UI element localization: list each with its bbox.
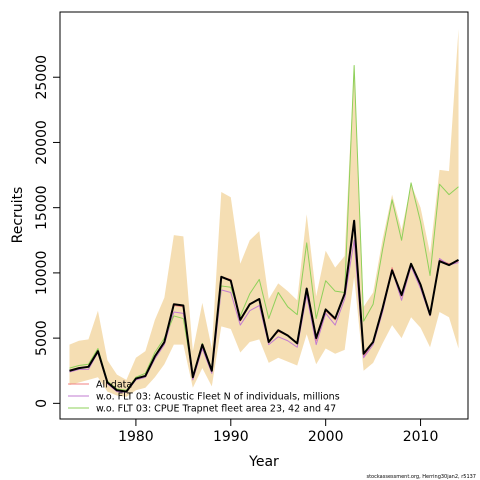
y-tick-label: 25000 — [34, 55, 50, 100]
x-tick-label: 1990 — [213, 429, 249, 445]
y-tick-label: 10000 — [34, 251, 50, 296]
y-tick-label: 0 — [34, 399, 50, 408]
series-final-estimate — [69, 219, 459, 393]
legend-label: w.o. FLT 03: CPUE Trapnet fleet area 23,… — [96, 404, 336, 415]
x-tick-label: 2010 — [403, 429, 439, 445]
y-axis: 0 5000 10000 15000 20000 25000 — [34, 55, 61, 408]
x-axis: 1980 1990 2000 2010 — [118, 418, 439, 445]
footer-note: stockassessment.org, Herring30jan2, r513… — [366, 474, 476, 480]
x-tick-label: 1980 — [118, 429, 154, 445]
legend-label: All data — [96, 380, 132, 391]
legend-label: w.o. FLT 03: Acoustic Fleet N of individ… — [96, 392, 340, 403]
x-axis-label: Year — [248, 454, 279, 470]
x-tick-label: 2000 — [308, 429, 344, 445]
y-tick-label: 5000 — [34, 320, 50, 356]
series-layer — [69, 64, 459, 393]
y-tick-label: 15000 — [34, 185, 50, 230]
confidence-band-layer — [69, 28, 459, 397]
y-tick-label: 20000 — [34, 120, 50, 165]
y-axis-label: Recruits — [10, 187, 26, 244]
confidence-band — [69, 28, 459, 397]
